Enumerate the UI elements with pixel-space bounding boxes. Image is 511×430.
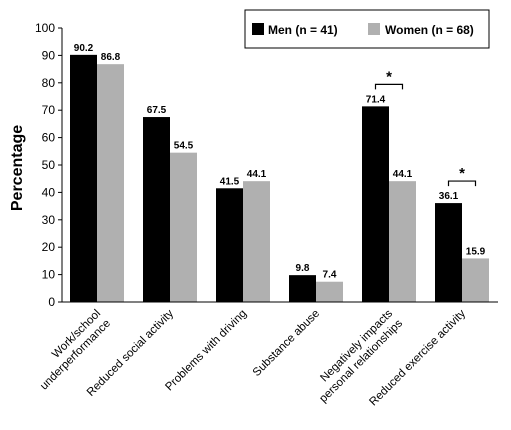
bar <box>316 281 343 302</box>
y-tick-label: 80 <box>42 76 56 90</box>
legend-box <box>244 9 490 49</box>
y-tick-label: 0 <box>48 295 55 309</box>
bar <box>462 258 489 302</box>
data-label: 15.9 <box>466 246 486 257</box>
y-tick-label: 10 <box>42 268 56 282</box>
y-tick-label: 50 <box>42 158 56 172</box>
bars <box>70 54 489 302</box>
bar <box>170 152 197 302</box>
category-label: Substance abuse <box>251 308 322 379</box>
data-label: 90.2 <box>74 43 94 54</box>
y-axis-ticks: 0 10 20 30 40 50 60 70 80 90 100 <box>35 21 62 309</box>
data-label: 86.8 <box>101 52 121 63</box>
y-tick-label: 20 <box>42 240 56 254</box>
legend-label-women: Women (n = 68) <box>385 23 474 37</box>
data-label: 44.1 <box>393 169 413 180</box>
data-label: 54.5 <box>174 141 194 152</box>
data-label: 67.5 <box>147 105 167 116</box>
bar <box>435 203 462 302</box>
bar <box>143 117 170 302</box>
bar <box>362 106 389 302</box>
data-labels: 90.2 86.8 67.5 54.5 41.5 44.1 9.8 7.4 71.4 44.1 36… <box>74 43 486 281</box>
y-tick-label: 40 <box>42 185 56 199</box>
y-tick-label: 100 <box>35 21 55 35</box>
significance-bracket <box>374 83 404 90</box>
significance-star: * <box>459 165 465 182</box>
bar <box>389 181 416 302</box>
bar <box>70 54 97 302</box>
significance-star: * <box>386 68 392 85</box>
bar <box>289 275 316 302</box>
significance-markers: ** <box>374 68 477 187</box>
legend: Men (n = 41) Women (n = 68) <box>244 9 490 49</box>
bar <box>216 188 243 302</box>
data-label: 71.4 <box>366 94 386 105</box>
category-label: Problems with driving <box>163 308 249 394</box>
data-label: 7.4 <box>323 270 337 281</box>
legend-swatch-women <box>368 23 380 35</box>
y-axis-label: Percentage <box>9 125 26 211</box>
significance-bracket <box>447 180 477 187</box>
data-label: 9.8 <box>296 263 310 274</box>
bar <box>97 64 124 302</box>
bar <box>243 181 270 302</box>
data-label: 36.1 <box>439 191 459 202</box>
legend-swatch-men <box>252 23 264 35</box>
data-label: 41.5 <box>220 176 240 187</box>
data-label: 44.1 <box>247 169 267 180</box>
y-tick-label: 30 <box>42 213 56 227</box>
y-tick-label: 90 <box>42 48 56 62</box>
y-tick-label: 70 <box>42 103 56 117</box>
y-tick-label: 60 <box>42 131 56 145</box>
legend-label-men: Men (n = 41) <box>268 23 338 37</box>
